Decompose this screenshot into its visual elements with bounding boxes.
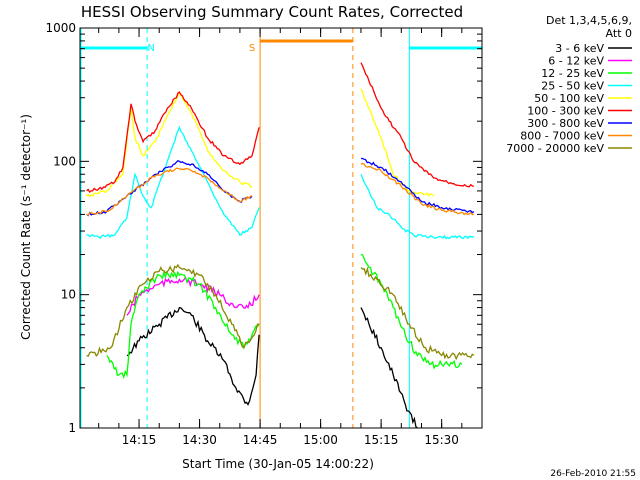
legend-label-7: 800 - 7000 keV	[520, 130, 604, 143]
annotation-n: N	[147, 43, 154, 54]
y-tick-label-3: 1000	[45, 21, 76, 35]
plot-layer: N S 1 10 100 1000 14:15 14:30 14:45 15:00 15:15 15:…	[45, 21, 483, 447]
x-tick-label-0: 14:15	[122, 433, 157, 447]
series-line-0	[126, 306, 418, 429]
x-tick-label-1: 14:30	[182, 433, 217, 447]
footer-date: 26-Feb-2010 21:55	[550, 469, 636, 479]
legend-title-line-2: Att 0	[606, 27, 632, 40]
legend-label-5: 100 - 300 keV	[527, 105, 604, 118]
series-line-8	[86, 263, 475, 361]
legend-title-line-1: Det 1,3,4,5,6,9,	[546, 14, 632, 27]
x-tick-label-3: 15:00	[303, 433, 338, 447]
series-line-5	[86, 62, 475, 193]
legend-label-8: 7000 - 20000 keV	[506, 142, 604, 155]
y-axis-label-group: Corrected Count Rate (s⁻¹ detector⁻¹)	[19, 114, 33, 340]
legend-label-4: 50 - 100 keV	[534, 92, 604, 105]
series-line-2	[106, 253, 463, 380]
legend-label-6: 300 - 800 keV	[527, 117, 604, 130]
series-line-1	[126, 276, 260, 316]
legend-label-0: 3 - 6 keV	[555, 42, 604, 55]
series-line-7	[86, 162, 474, 216]
series-line-6	[86, 157, 475, 217]
legend-label-3: 25 - 50 keV	[541, 80, 604, 93]
legend-label-1: 6 - 12 keV	[548, 55, 604, 68]
annotation-s: S	[249, 43, 255, 54]
legend-label-2: 12 - 25 keV	[541, 67, 604, 80]
x-tick-label-5: 15:30	[424, 433, 459, 447]
y-axis-label: Corrected Count Rate (s⁻¹ detector⁻¹)	[19, 114, 33, 340]
y-tick-label-0: 1	[68, 421, 76, 435]
x-tick-label-4: 15:15	[364, 433, 399, 447]
y-tick-label-2: 100	[53, 154, 76, 168]
series-line-4	[87, 89, 474, 197]
chart-title: HESSI Observing Summary Count Rates, Cor…	[81, 3, 463, 21]
series-line-3	[86, 125, 475, 240]
x-axis-label: Start Time (30-Jan-05 14:00:22)	[182, 457, 374, 471]
x-tick-label-2: 14:45	[243, 433, 278, 447]
y-tick-label-1: 10	[61, 288, 76, 302]
plot-frame	[79, 27, 483, 429]
